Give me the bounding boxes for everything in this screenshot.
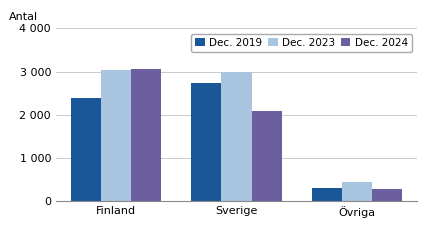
Legend: Dec. 2019, Dec. 2023, Dec. 2024: Dec. 2019, Dec. 2023, Dec. 2024 <box>191 34 412 52</box>
Bar <box>372 189 402 201</box>
Bar <box>131 69 161 201</box>
Bar <box>71 98 101 201</box>
Bar <box>312 188 342 201</box>
Bar <box>101 69 131 201</box>
Bar <box>342 182 372 201</box>
Bar <box>221 72 252 201</box>
Bar <box>252 111 282 201</box>
Bar <box>191 82 221 201</box>
Text: Antal: Antal <box>9 12 38 22</box>
